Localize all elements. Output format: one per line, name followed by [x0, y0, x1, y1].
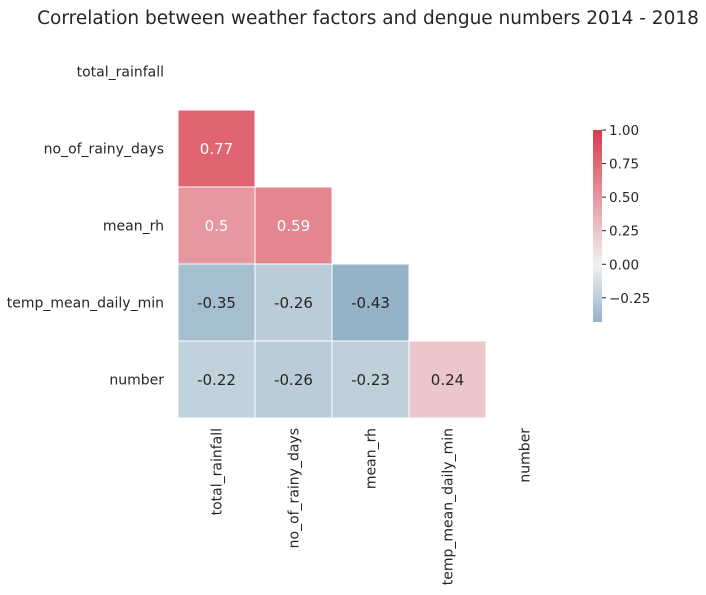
column-label: temp_mean_daily_min [441, 428, 457, 585]
cell-value-label: 0.24 [431, 371, 464, 389]
cell-value-label: 0.5 [205, 217, 229, 235]
row-label: temp_mean_daily_min [7, 296, 164, 312]
heatmap-cell [254, 340, 333, 419]
colorbar-tick-label: −0.25 [609, 291, 650, 307]
cell-value-label: -0.43 [351, 294, 390, 312]
cell-value-label: 0.77 [200, 140, 233, 158]
row-labels: total_rainfall no_of_rainy_days mean_rhtem… [7, 65, 165, 389]
column-labels: total_rainfall no_of_rainy_days mean_rh tem… [210, 428, 534, 586]
cell-value-label: -0.22 [197, 371, 236, 389]
column-label: no_of_rainy_days [287, 428, 303, 548]
colorbar-tick-label: 0.50 [609, 190, 639, 206]
heatmap-cell [177, 340, 256, 419]
colorbar: 1.00 0.75 0.50 0.25 0.00 −0.25 [593, 123, 650, 322]
row-label: number [109, 373, 164, 389]
chart-title: Correlation between weather factors and … [37, 8, 699, 29]
cell-value-label: -0.23 [351, 371, 390, 389]
heatmap-cell [177, 109, 256, 188]
cell-value-label: 0.59 [277, 217, 310, 235]
colorbar-tick-label: 1.00 [609, 123, 639, 139]
heatmap-cells: 0.77 0.5 0.59 -0.35 -0.26 -0.43 -0.22 -0.26 -0.2… [177, 109, 487, 419]
column-label: mean_rh [364, 428, 380, 489]
column-label: total_rainfall [210, 428, 226, 515]
colorbar-tick-label: 0.25 [609, 224, 639, 240]
heatmap-cell [254, 263, 333, 342]
colorbar-tick-label: 0.00 [609, 257, 639, 273]
heatmap-cell [177, 186, 256, 265]
row-label: no_of_rainy_days [44, 142, 164, 158]
column-label: number [518, 428, 534, 483]
heatmap-cell [331, 340, 410, 419]
heatmap-cell [408, 340, 487, 419]
heatmap-cell [331, 263, 410, 342]
cell-value-label: -0.26 [274, 371, 313, 389]
colorbar-tick-label: 0.75 [609, 157, 639, 173]
cell-value-label: -0.35 [197, 294, 236, 312]
colorbar-gradient [593, 130, 602, 322]
heatmap-cell [177, 263, 256, 342]
row-label: mean_rh [103, 219, 164, 235]
row-label: total_rainfall [77, 65, 164, 81]
cell-value-label: -0.26 [274, 294, 313, 312]
heatmap-cell [254, 186, 333, 265]
